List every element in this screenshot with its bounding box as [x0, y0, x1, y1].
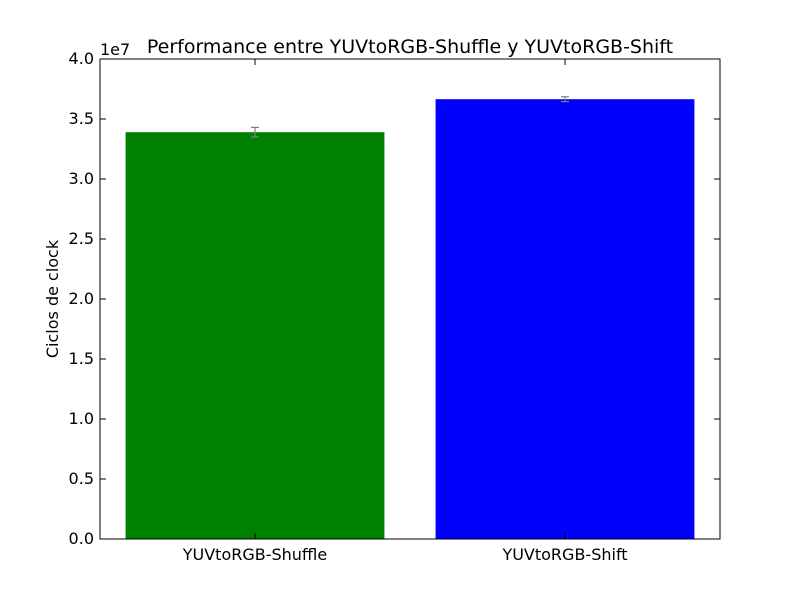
plot-area: 0.0 0.5 1.0 1.5 2.0 2.5 3.0 3.5 4.0 YUVtoRGB-Shuf…: [69, 49, 721, 564]
y-tick-label: 0.5: [69, 469, 94, 488]
x-tick-label: YUVtoRGB-Shuffle: [182, 545, 328, 564]
y-tick-label: 4.0: [69, 49, 94, 68]
y-tick-label: 1.5: [69, 349, 94, 368]
y-tick-label: 0.0: [69, 529, 94, 548]
y-tick-label: 2.0: [69, 289, 94, 308]
y-offset-label: 1e7: [100, 40, 130, 59]
y-tick-label: 3.0: [69, 169, 94, 188]
bar-2: [435, 99, 695, 539]
chart-title: Performance entre YUVtoRGB-Shuffle y YUV…: [147, 36, 673, 58]
y-tick-label: 3.5: [69, 109, 94, 128]
y-tick-label: 2.5: [69, 229, 94, 248]
bar-1: [125, 132, 385, 539]
x-tick-label: YUVtoRGB-Shift: [501, 545, 627, 564]
y-tick-label: 1.0: [69, 409, 94, 428]
y-axis-label: Ciclos de clock: [43, 239, 62, 358]
